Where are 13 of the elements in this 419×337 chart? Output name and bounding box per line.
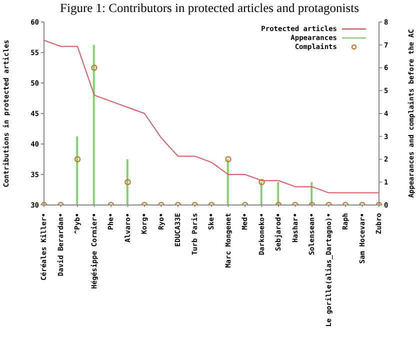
bar [277, 182, 280, 205]
bar [226, 159, 229, 205]
chart-title: Figure 1: Contributors in protected articles and protagonists [59, 0, 360, 17]
point [124, 179, 131, 186]
point [91, 64, 98, 71]
point [74, 156, 81, 162]
bar [92, 44, 95, 205]
point [225, 156, 232, 162]
bar [126, 159, 128, 205]
bar [76, 136, 78, 205]
line-series [44, 40, 380, 194]
bar [260, 182, 262, 205]
point [258, 179, 265, 186]
